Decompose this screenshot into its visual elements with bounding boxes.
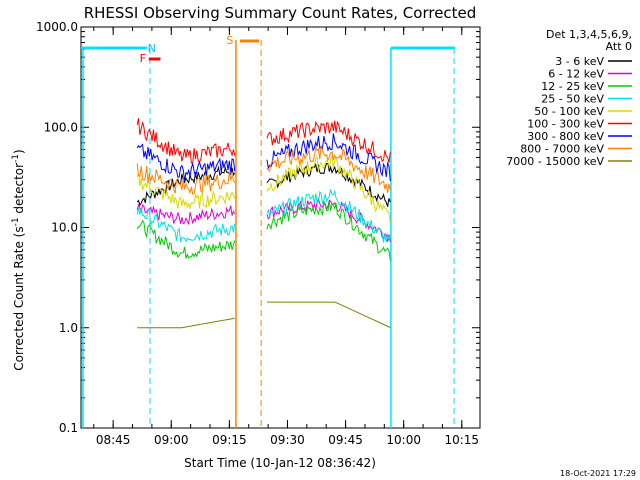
legend-item-label: 7000 - 15000 keV [506,155,604,168]
x-tick-label: 09:00 [154,433,189,447]
observing-period-markers: S NF [81,34,455,428]
legend-item-label: 100 - 300 keV [527,118,604,131]
y-tick-label: 10.0 [51,221,78,235]
legend-item-label: 25 - 50 keV [541,93,604,106]
flare-label: F [140,52,146,65]
series-lines [136,118,391,329]
x-tick-label: 10:15 [444,433,479,447]
x-tick-label: 09:15 [212,433,247,447]
series-line-1 [136,163,236,195]
y-tick-label: 1.0 [59,321,78,335]
series-line-1 [136,118,236,164]
x-tick-label: 09:30 [270,433,305,447]
series-line-2 [266,120,391,164]
y-axis-label-text: Corrected Count Rate (s [12,226,26,370]
series-line-1 [136,143,236,181]
legend-header-line1: Det 1,3,4,5,6,9, [546,28,632,41]
y-axis-label-sup1: -1 [11,217,21,226]
legend-item-label: 800 - 7000 keV [520,143,604,156]
timestamp-label: 18-Oct-2021 17:29 [560,469,636,478]
y-tick-label: 0.1 [59,421,78,435]
x-tick-label: 09:45 [328,433,363,447]
series-line-2 [266,133,391,182]
series-line-1 [136,171,236,210]
y-axis-label-mid: detector [12,163,26,218]
y-axis-label-end: ) [12,149,26,154]
series-line-1 [136,165,236,207]
series-line-2 [266,162,391,207]
y-tick-label: 1000.0 [36,20,78,34]
y-tick-label: 100.0 [44,120,78,134]
series-line-1 [137,317,235,329]
series-line-2 [266,301,391,328]
legend-item-label: 300 - 800 keV [527,130,604,143]
x-tick-label: 08:45 [96,433,131,447]
night-label: N [148,42,156,55]
legend-item-label: 3 - 6 keV [555,55,604,68]
chart-title: RHESSI Observing Summary Count Rates, Co… [84,4,477,22]
series-line-1 [136,207,236,243]
series-line-2 [266,145,391,193]
series-line-1 [136,219,236,259]
saa-label: S [226,34,233,47]
legend-header-line2: Att 0 [606,40,632,53]
legend-item-label: 12 - 25 keV [541,80,604,93]
series-line-2 [266,189,391,243]
legend-item-label: 6 - 12 keV [548,68,604,81]
axes: 0.1 1.0 10.0 100.0 1000.0 08:45 09:00 09:15 09:3… [36,20,481,447]
series-line-2 [266,155,391,224]
x-axis-label: Start Time (10-Jan-12 08:36:42) [184,456,376,470]
svg-text:Corrected Count Rate (s-1 dete: Corrected Count Rate (s-1 detector-1) [11,149,26,370]
x-tick-label: 10:00 [386,433,421,447]
legend-item-label: 50 - 100 keV [534,105,604,118]
series-line-2 [266,200,391,261]
plot-frame [80,26,481,429]
y-axis-label-sup2: -1 [11,154,21,163]
series-line-1 [136,203,236,225]
y-axis-label: Corrected Count Rate (s-1 detector-1) [11,149,26,370]
